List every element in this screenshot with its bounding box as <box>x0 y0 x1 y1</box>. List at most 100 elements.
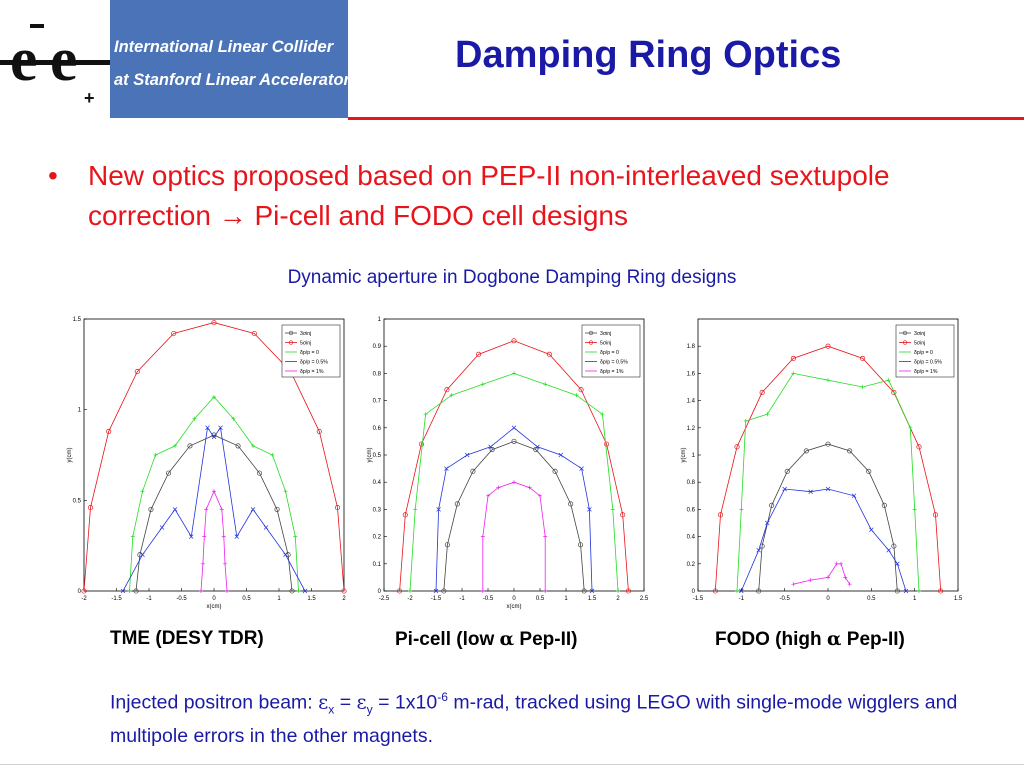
data-point <box>825 486 831 492</box>
data-point <box>256 470 263 476</box>
data-point <box>433 588 439 594</box>
x-tick-label: -0.5 <box>779 596 790 602</box>
data-point <box>891 389 897 395</box>
caption-fodo-a: FODO (high <box>715 629 827 650</box>
data-point <box>444 466 449 471</box>
sub-x: x <box>328 702 335 717</box>
y-tick-label: 0.6 <box>373 426 382 432</box>
plot-fodo: -1.5 -1 -0.5 0 0.5 1 1.5 0 0.2 0.4 0.6 0.8 1 1.2 1.4 1.… <box>681 318 963 602</box>
legend-marker <box>588 330 594 336</box>
data-point <box>251 330 257 337</box>
data-point <box>784 468 790 474</box>
data-point <box>293 534 298 539</box>
data-point <box>283 489 288 494</box>
y-axis-label: y(cm) <box>681 448 687 463</box>
data-point <box>449 393 454 398</box>
data-point <box>826 378 830 383</box>
x-tick-label: -2.5 <box>379 596 390 602</box>
footnote-part3: m-rad, tracked using LEGO with single-mo… <box>110 691 958 748</box>
x-tick-label: 0 <box>212 596 216 602</box>
data-point <box>464 452 470 458</box>
caption-fodo: FODO (high α Pep-II) <box>715 628 905 651</box>
ilc-logo: e e + International Linear Collider at S… <box>0 0 407 118</box>
x-tick-label: 0.5 <box>536 596 545 602</box>
data-point <box>735 589 739 593</box>
data-point <box>847 582 852 587</box>
data-point <box>140 489 145 494</box>
data-point <box>512 480 516 485</box>
data-point <box>87 505 94 511</box>
data-point <box>270 453 275 457</box>
data-point <box>866 468 872 474</box>
legend-label: 5σinj <box>600 341 611 347</box>
data-point <box>296 589 301 593</box>
legend-label: 3σinj <box>600 331 611 337</box>
data-point <box>127 589 132 593</box>
data-point <box>218 425 223 431</box>
data-point <box>488 444 493 450</box>
y-tick-label: 1 <box>78 408 82 414</box>
x-tick-label: -2 <box>407 596 413 602</box>
x-tick-label: 0.5 <box>242 596 251 602</box>
data-point <box>791 371 796 376</box>
data-point <box>397 588 403 594</box>
title-divider <box>348 117 1024 120</box>
y-tick-label: 1 <box>378 317 382 323</box>
data-point <box>765 520 770 526</box>
data-point <box>574 393 579 398</box>
x-tick-label: 2.5 <box>640 596 649 602</box>
data-point <box>734 444 740 450</box>
y-tick-label: 0.8 <box>373 371 382 377</box>
x-tick-label: -0.5 <box>176 596 187 602</box>
data-point <box>418 441 424 447</box>
data-point <box>839 561 843 566</box>
data-point <box>769 502 775 508</box>
data-point <box>825 343 831 349</box>
logo-line-2: at Stanford Linear Accelerator Center <box>114 71 407 89</box>
data-point <box>212 489 216 494</box>
legend-box <box>895 324 955 378</box>
data-point <box>538 493 542 498</box>
x-tick-label: 0 <box>512 596 516 602</box>
legend-label: δp/p = 0.5% <box>300 360 328 366</box>
data-point <box>895 561 900 567</box>
data-point <box>212 394 216 399</box>
y-tick-label: 1.5 <box>73 317 82 323</box>
caption-tme: TME (DESY TDR) <box>110 628 264 650</box>
y-tick-label: 1.8 <box>687 344 696 350</box>
x-tick-label: -1 <box>459 596 465 602</box>
data-point <box>826 575 830 580</box>
caption-fodo-alpha: α <box>826 628 842 650</box>
data-point <box>334 505 341 511</box>
y-axis-label: y(cm) <box>367 448 373 463</box>
footnote-part1: Injected positron beam: <box>110 691 319 714</box>
epsilon-x: ε <box>318 690 329 714</box>
x-tick-label: 1 <box>277 596 281 602</box>
y-tick-label: 0.5 <box>373 453 382 459</box>
data-point <box>130 534 135 539</box>
data-point <box>496 485 501 490</box>
y-axis-label: y(cm) <box>67 448 73 463</box>
data-point <box>480 589 485 593</box>
data-point <box>581 588 587 594</box>
data-point <box>202 534 207 539</box>
data-point <box>489 447 495 453</box>
data-point <box>148 506 154 512</box>
sub-y: y <box>366 702 373 717</box>
data-point <box>881 502 887 508</box>
data-point <box>480 382 485 387</box>
data-point <box>454 501 460 507</box>
legend-label: 3σinj <box>914 331 925 337</box>
slide-title: Damping Ring Optics <box>455 34 842 76</box>
data-point <box>886 378 891 383</box>
data-point <box>894 588 900 594</box>
y-tick-label: 1.6 <box>687 371 696 377</box>
data-point <box>535 444 540 450</box>
data-point <box>436 507 441 512</box>
equals: = <box>334 691 357 714</box>
data-point <box>187 443 193 449</box>
caption-pi-cell: Pi-cell (low α Pep-II) <box>395 628 578 651</box>
data-point <box>851 493 857 499</box>
data-point <box>274 506 280 512</box>
data-point <box>444 542 450 548</box>
